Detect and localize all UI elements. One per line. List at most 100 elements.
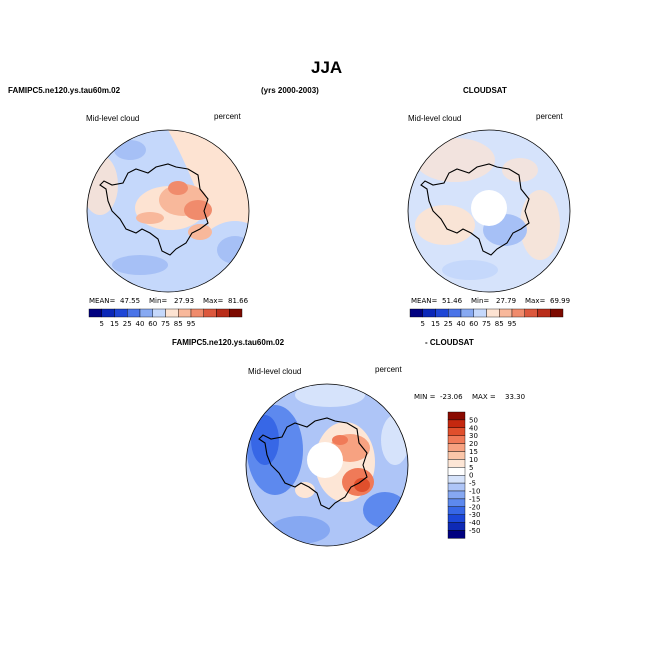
- diff-panel-title: Mid-level cloud: [248, 367, 302, 376]
- model-colorbar-tick-label: 15: [110, 320, 119, 328]
- obs-colorbar-swatch: [524, 308, 538, 318]
- model-colorbar-tick-label: 25: [123, 320, 132, 328]
- obs-map: [407, 129, 571, 293]
- diff-colorbar-swatch: [447, 506, 466, 515]
- model-colorbar-swatch: [127, 308, 141, 318]
- model-mean-label: MEAN=: [89, 297, 116, 305]
- model-colorbar-tick-label: 95: [187, 320, 196, 328]
- model-colorbar-swatch: [178, 308, 192, 318]
- obs-colorbar-tick-label: 5: [421, 320, 425, 328]
- model-colorbar-tick-label: 85: [174, 320, 183, 328]
- diff-colorbar-swatch: [447, 490, 466, 500]
- obs-colorbar-tick-label: 40: [457, 320, 466, 328]
- diff-colorbar-swatch: [447, 427, 466, 436]
- obs-max-value: 69.99: [550, 297, 571, 305]
- model-mean-value: 47.55: [120, 297, 141, 305]
- model-case-label: FAMIPC5.ne120.ys.tau60m.02: [8, 86, 121, 95]
- obs-colorbar-swatch: [435, 308, 449, 318]
- diff-colorbar-tick-label: -30: [469, 511, 480, 519]
- model-panel-units: percent: [214, 112, 241, 121]
- diff-colorbar-swatch: [447, 498, 466, 507]
- diff-obs-label: - CLOUDSAT: [425, 338, 474, 347]
- diff-colorbar-tick-label: 0: [469, 472, 473, 480]
- model-colorbar-swatch: [165, 308, 179, 318]
- diff-max-label: MAX =: [472, 393, 496, 401]
- obs-max-label: Max=: [525, 297, 546, 305]
- diff-colorbar-tick-label: 20: [469, 440, 478, 448]
- diff-colorbar-tick-label: -5: [469, 480, 476, 488]
- figure-title: JJA: [311, 58, 343, 77]
- diff-panel-units: percent: [375, 365, 402, 374]
- model-colorbar-swatch: [88, 308, 102, 318]
- diff-model-label: FAMIPC5.ne120.ys.tau60m.02: [172, 338, 285, 347]
- obs-colorbar-swatch: [499, 308, 513, 318]
- obs-colorbar-tick-label: 25: [444, 320, 453, 328]
- diff-map-border: [245, 383, 409, 547]
- diff-colorbar-tick-label: -40: [469, 519, 480, 527]
- obs-colorbar-swatch: [486, 308, 500, 318]
- model-map: [86, 129, 250, 293]
- model-colorbar-swatch: [190, 308, 204, 318]
- obs-colorbar-tick-label: 75: [482, 320, 491, 328]
- model-colorbar: 5 15 25 40 60 75 85 95: [88, 308, 243, 328]
- obs-colorbar-swatch: [422, 308, 436, 318]
- obs-colorbar-tick-label: 85: [495, 320, 504, 328]
- diff-colorbar-swatch: [447, 475, 466, 484]
- model-panel-title: Mid-level cloud: [86, 114, 140, 123]
- obs-colorbar-swatch: [473, 308, 487, 318]
- model-colorbar-swatch: [101, 308, 115, 318]
- model-colorbar-swatch: [114, 308, 128, 318]
- obs-colorbar-swatch: [460, 308, 474, 318]
- diff-colorbar-tick-label: 5: [469, 464, 473, 472]
- obs-panel-units: percent: [536, 112, 563, 121]
- diff-colorbar-swatch: [447, 482, 466, 492]
- obs-colorbar-swatch: [511, 308, 525, 318]
- diff-colorbar-swatch: [447, 514, 466, 523]
- diff-colorbar-swatch: [447, 467, 466, 476]
- model-map-border: [86, 129, 250, 293]
- obs-colorbar-tick-label: 95: [508, 320, 517, 328]
- diff-colorbar-tick-label: 15: [469, 448, 478, 456]
- model-colorbar-tick-label: 60: [148, 320, 157, 328]
- diff-missing-data-hole: [307, 442, 343, 478]
- obs-colorbar-tick-label: 15: [431, 320, 440, 328]
- diff-min-value: -23.06: [440, 393, 463, 401]
- diff-colorbar-swatch: [447, 411, 466, 421]
- diff-colorbar-tick-label: 30: [469, 432, 478, 440]
- model-colorbar-swatch: [216, 308, 230, 318]
- diff-colorbar-swatch: [447, 443, 466, 452]
- diff-min-label: MIN =: [414, 393, 436, 401]
- diff-colorbar-tick-label: -20: [469, 503, 480, 511]
- diff-colorbar-swatch: [447, 435, 466, 444]
- obs-colorbar-swatch: [409, 308, 423, 318]
- obs-colorbar-swatch: [448, 308, 462, 318]
- obs-mean-value: 51.46: [442, 297, 463, 305]
- obs-colorbar: 5 15 25 40 60 75 85 95: [409, 308, 564, 328]
- obs-map-border: [407, 129, 571, 293]
- model-colorbar-tick-label: 75: [161, 320, 170, 328]
- model-colorbar-tick-label: 40: [136, 320, 145, 328]
- diff-colorbar-tick-label: -10: [469, 488, 480, 496]
- model-colorbar-swatch: [152, 308, 166, 318]
- obs-colorbar-swatch: [550, 308, 564, 318]
- model-colorbar-swatch: [229, 308, 243, 318]
- diff-colorbar-tick-label: 40: [469, 424, 478, 432]
- diff-max-value: 33.30: [505, 393, 526, 401]
- diff-colorbar-swatch: [447, 419, 466, 428]
- model-max-value: 81.66: [228, 297, 249, 305]
- model-colorbar-tick-label: 5: [100, 320, 104, 328]
- diff-colorbar-tick-label: 50: [469, 416, 478, 424]
- model-max-label: Max=: [203, 297, 224, 305]
- model-min-label: Min=: [149, 297, 168, 305]
- obs-min-label: Min=: [471, 297, 490, 305]
- model-colorbar-swatch: [139, 308, 153, 318]
- diff-colorbar-tick-label: -15: [469, 495, 480, 503]
- diff-colorbar-swatch: [447, 522, 466, 531]
- model-min-value: 27.93: [174, 297, 195, 305]
- diff-colorbar-swatch: [447, 530, 466, 539]
- obs-colorbar-tick-label: 60: [469, 320, 478, 328]
- diff-map: [245, 383, 409, 547]
